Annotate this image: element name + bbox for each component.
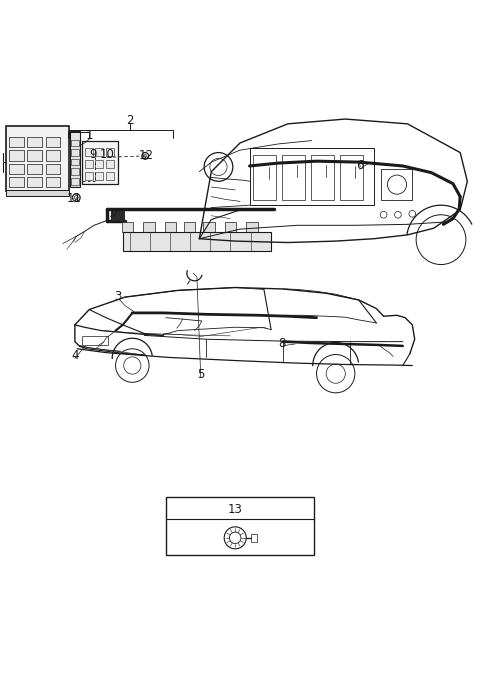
Bar bbox=[46, 177, 60, 188]
Text: 10: 10 bbox=[99, 149, 114, 162]
Bar bbox=[106, 160, 114, 169]
Bar bbox=[144, 222, 155, 232]
Text: 4: 4 bbox=[71, 349, 79, 361]
Bar bbox=[27, 164, 42, 174]
Text: 3: 3 bbox=[114, 290, 121, 303]
Bar bbox=[71, 178, 79, 184]
Bar bbox=[166, 497, 314, 555]
Text: 5: 5 bbox=[197, 367, 204, 380]
Bar bbox=[96, 160, 103, 169]
Bar bbox=[225, 222, 236, 232]
Bar bbox=[311, 155, 334, 200]
Bar bbox=[46, 164, 60, 174]
Bar bbox=[71, 140, 79, 147]
Text: 7: 7 bbox=[108, 207, 116, 220]
Bar bbox=[203, 222, 215, 232]
Text: 13: 13 bbox=[228, 503, 243, 515]
Bar bbox=[27, 150, 42, 161]
Bar bbox=[85, 160, 93, 169]
Bar bbox=[111, 210, 124, 221]
Bar bbox=[184, 222, 195, 232]
Bar bbox=[122, 222, 133, 232]
Text: 8: 8 bbox=[278, 336, 286, 350]
Text: 9: 9 bbox=[89, 149, 97, 162]
Bar bbox=[27, 177, 42, 188]
Bar bbox=[46, 150, 60, 161]
Text: 1: 1 bbox=[85, 129, 93, 142]
Bar bbox=[71, 149, 79, 156]
Bar bbox=[82, 336, 108, 345]
Bar bbox=[85, 148, 93, 156]
Bar bbox=[123, 232, 271, 250]
Bar bbox=[246, 222, 258, 232]
Bar bbox=[6, 126, 69, 191]
Bar bbox=[71, 169, 79, 175]
Bar bbox=[106, 148, 114, 156]
Bar bbox=[106, 172, 114, 180]
Bar bbox=[165, 222, 176, 232]
Bar bbox=[9, 177, 24, 188]
Bar bbox=[82, 140, 118, 184]
Text: 12: 12 bbox=[138, 149, 153, 162]
Bar bbox=[96, 172, 103, 180]
Bar bbox=[9, 164, 24, 174]
Bar bbox=[6, 190, 69, 195]
Bar bbox=[70, 131, 80, 187]
Bar bbox=[381, 169, 412, 200]
Bar bbox=[85, 172, 93, 180]
Bar bbox=[27, 137, 42, 147]
Bar bbox=[339, 155, 362, 200]
Text: 6: 6 bbox=[356, 160, 363, 173]
Bar bbox=[250, 148, 374, 205]
Bar bbox=[9, 137, 24, 147]
Bar bbox=[251, 533, 257, 542]
Text: 2: 2 bbox=[126, 114, 133, 127]
Bar bbox=[9, 150, 24, 161]
Text: 11: 11 bbox=[66, 193, 82, 206]
Bar bbox=[71, 159, 79, 166]
Bar bbox=[253, 155, 276, 200]
Bar bbox=[282, 155, 305, 200]
Bar bbox=[46, 137, 60, 147]
Bar bbox=[96, 148, 103, 156]
